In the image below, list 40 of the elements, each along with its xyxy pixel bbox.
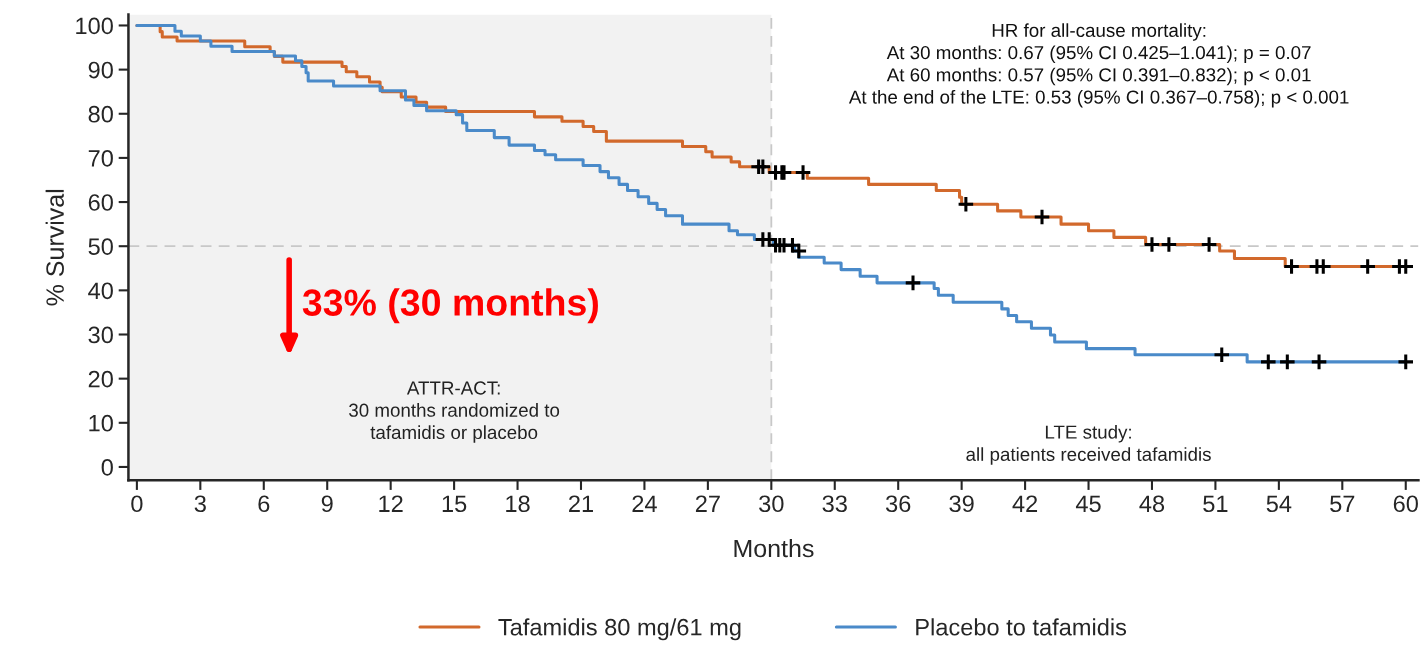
annotation: ATTR-ACT: 30 months randomized to tafamidis or placebo (349, 381, 560, 443)
x-tick-label: 51 (1203, 495, 1228, 513)
legend-label: Placebo to tafamidis (916, 618, 1127, 636)
x-tick-label: 57 (1330, 495, 1355, 513)
annotation: 33% (30 months) (302, 288, 598, 324)
x-tick-label: 33 (822, 495, 847, 513)
x-tick-label: 45 (1075, 495, 1101, 513)
x-tick-label: 54 (1266, 495, 1292, 513)
legend-label: Tafamidis 80 mg/61 mg (498, 618, 741, 641)
y-tick-label: 20 (88, 370, 113, 388)
y-tick-label: 80 (88, 105, 113, 123)
y-tick-label: 10 (89, 414, 113, 432)
x-tick-label: 30 (759, 495, 784, 513)
x-tick-label: 18 (506, 495, 530, 513)
x-tick-label: 36 (885, 495, 911, 513)
x-tick-label: 3 (194, 495, 206, 513)
y-axis-title: % Survival (45, 189, 64, 306)
y-tick-label: 50 (88, 238, 113, 255)
x-tick-label: 39 (949, 495, 974, 513)
x-tick-label: 6 (258, 495, 270, 513)
x-tick-label: 12 (379, 495, 403, 512)
x-tick-label: 0 (131, 495, 143, 513)
y-tick-label: 100 (76, 17, 113, 35)
y-tick-label: 60 (88, 194, 113, 211)
y-tick-label: 40 (88, 282, 113, 300)
x-tick-label: 27 (695, 495, 720, 512)
x-tick-label: 21 (569, 495, 593, 512)
y-tick-label: 70 (88, 149, 113, 167)
x-tick-label: 60 (1393, 495, 1418, 513)
x-tick-label: 15 (442, 495, 467, 513)
annotation: LTE study: all patients received tafamidis (966, 425, 1211, 465)
x-tick-label: 9 (321, 495, 333, 513)
x-tick-label: 42 (1012, 495, 1038, 512)
y-tick-label: 30 (88, 326, 113, 344)
x-tick-label: 24 (632, 495, 657, 512)
x-axis-title: Months (734, 539, 814, 558)
annotation: HR for all-cause mortality: At 30 months: 0.67 (95% CI 0.425–1.041); p = 0.07 At 60 months: 0.57 (95% CI 0.391–0.832); p < 0.01 At the end of the LTE: 0.53 (95% CI 0.367–0.758); p < 0.001 (848, 23, 1349, 108)
x-tick-label: 48 (1139, 495, 1165, 513)
y-tick-label: 0 (101, 459, 113, 476)
y-tick-label: 90 (88, 61, 113, 79)
